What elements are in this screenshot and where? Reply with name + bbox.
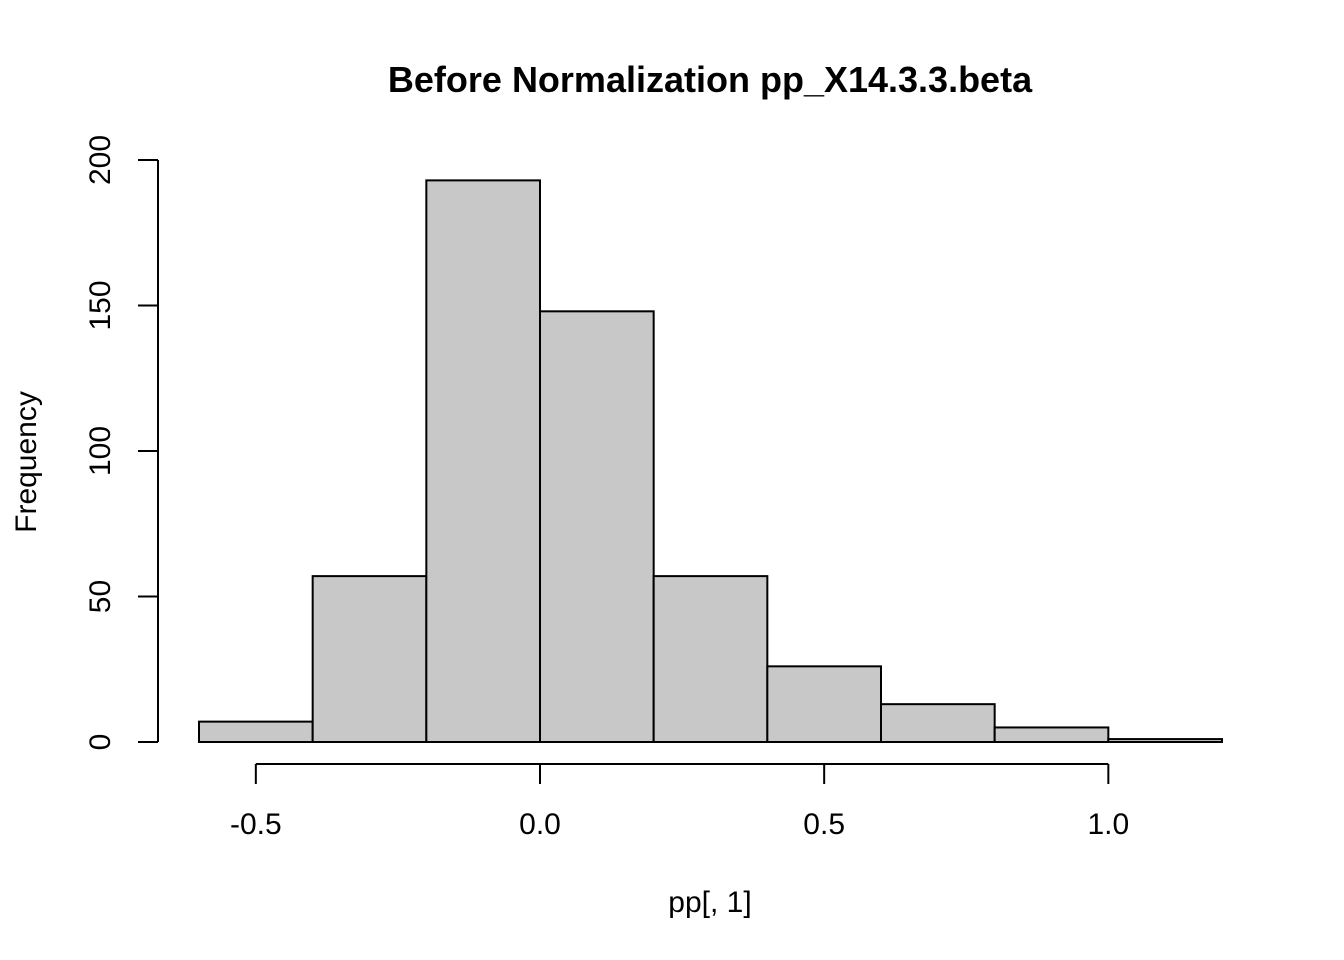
y-tick-label: 100 [84,426,117,476]
histogram-bar [311,575,428,743]
histogram-bar [425,179,542,743]
y-axis: 0 50 100 150 200 [84,135,159,751]
histogram-bar [198,720,314,744]
y-tick-label: 0 [84,734,117,751]
histogram-bar [993,726,1110,744]
histogram-bar [880,703,996,743]
x-axis: -0.5 0.0 0.5 1.0 [230,763,1129,841]
y-axis-title: Frequency [10,391,43,533]
x-tick-label: 1.0 [1087,808,1129,841]
histogram-bar [652,575,769,743]
x-axis-title: pp[, 1] [668,886,751,919]
histogram-bar [539,310,655,743]
bars-group [198,179,1224,744]
y-tick-label: 50 [84,580,117,613]
x-tick-label: 0.0 [519,808,561,841]
x-tick-label: -0.5 [230,808,282,841]
chart-title: Before Normalization pp_X14.3.3.beta [388,59,1033,100]
histogram-bar [766,665,882,744]
y-tick-label: 200 [84,135,117,185]
y-tick-label: 150 [84,280,117,330]
histogram-bar [1107,738,1224,744]
x-tick-label: 0.5 [803,808,845,841]
